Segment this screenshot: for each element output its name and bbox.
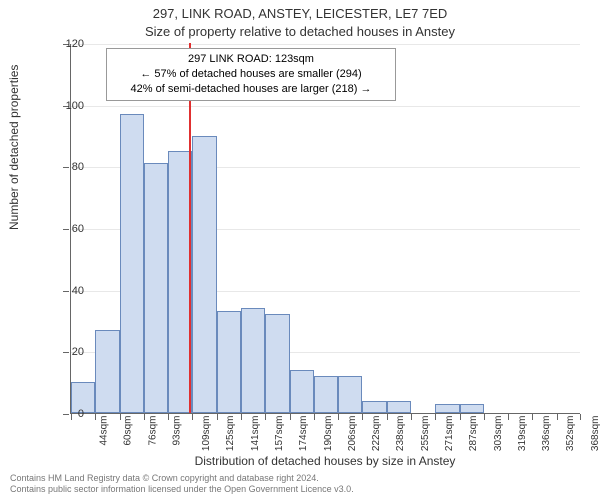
y-tick-label: 80 bbox=[72, 161, 84, 173]
x-tick-label: 368sqm bbox=[590, 416, 600, 452]
gridline bbox=[71, 106, 580, 107]
x-tick-label: 238sqm bbox=[396, 416, 407, 452]
x-tick bbox=[265, 414, 266, 420]
x-tick-label: 287sqm bbox=[468, 416, 479, 452]
y-tick bbox=[63, 414, 69, 415]
x-tick bbox=[460, 414, 461, 420]
x-tick bbox=[95, 414, 96, 420]
y-tick bbox=[63, 352, 69, 353]
x-tick bbox=[120, 414, 121, 420]
histogram-bar bbox=[338, 376, 362, 413]
y-tick bbox=[63, 229, 69, 230]
histogram-bar bbox=[120, 114, 144, 413]
x-tick-label: 93sqm bbox=[171, 416, 182, 446]
x-tick-label: 141sqm bbox=[250, 416, 261, 452]
footer-line-1: Contains HM Land Registry data © Crown c… bbox=[10, 473, 590, 485]
footer-line-2: Contains public sector information licen… bbox=[10, 484, 590, 496]
histogram-bar bbox=[460, 404, 484, 413]
y-axis-title: Number of detached properties bbox=[7, 65, 21, 230]
x-tick bbox=[71, 414, 72, 420]
x-tick-label: 157sqm bbox=[274, 416, 285, 452]
x-tick-label: 60sqm bbox=[123, 416, 134, 446]
x-tick-label: 271sqm bbox=[444, 416, 455, 452]
x-tick bbox=[217, 414, 218, 420]
x-tick bbox=[314, 414, 315, 420]
x-tick-label: 319sqm bbox=[517, 416, 528, 452]
x-tick-label: 190sqm bbox=[323, 416, 334, 452]
histogram-bar bbox=[314, 376, 338, 413]
chart-title-sub: Size of property relative to detached ho… bbox=[0, 24, 600, 39]
x-tick-label: 206sqm bbox=[347, 416, 358, 452]
x-tick bbox=[290, 414, 291, 420]
x-tick-label: 303sqm bbox=[493, 416, 504, 452]
y-tick-label: 120 bbox=[66, 38, 84, 50]
annotation-line-1: 297 LINK ROAD: 123sqm bbox=[113, 52, 389, 67]
x-tick-label: 109sqm bbox=[201, 416, 212, 452]
histogram-bar bbox=[265, 314, 289, 413]
histogram-bar bbox=[362, 401, 386, 413]
y-tick-label: 60 bbox=[72, 223, 84, 235]
histogram-bar bbox=[95, 330, 119, 413]
y-tick-label: 0 bbox=[78, 408, 84, 420]
histogram-bar bbox=[217, 311, 241, 413]
x-tick bbox=[362, 414, 363, 420]
x-tick-label: 336sqm bbox=[541, 416, 552, 452]
x-tick-label: 125sqm bbox=[226, 416, 237, 452]
x-axis-title: Distribution of detached houses by size … bbox=[70, 454, 580, 468]
x-tick-label: 255sqm bbox=[420, 416, 431, 452]
x-tick-label: 44sqm bbox=[99, 416, 110, 446]
x-tick bbox=[144, 414, 145, 420]
x-tick bbox=[580, 414, 581, 420]
histogram-bar bbox=[192, 136, 216, 414]
x-tick bbox=[387, 414, 388, 420]
x-tick bbox=[168, 414, 169, 420]
x-tick-label: 352sqm bbox=[566, 416, 577, 452]
x-tick-label: 174sqm bbox=[298, 416, 309, 452]
chart-container: 297, LINK ROAD, ANSTEY, LEICESTER, LE7 7… bbox=[0, 0, 600, 500]
histogram-bar bbox=[290, 370, 314, 413]
histogram-bar bbox=[435, 404, 459, 413]
histogram-bar bbox=[387, 401, 411, 413]
chart-title-main: 297, LINK ROAD, ANSTEY, LEICESTER, LE7 7… bbox=[0, 6, 600, 21]
x-tick-label: 76sqm bbox=[147, 416, 158, 446]
y-tick bbox=[63, 167, 69, 168]
histogram-bar bbox=[144, 163, 168, 413]
x-tick bbox=[508, 414, 509, 420]
x-tick bbox=[338, 414, 339, 420]
annotation-line-3: 42% of semi-detached houses are larger (… bbox=[113, 82, 389, 97]
y-tick-label: 40 bbox=[72, 285, 84, 297]
x-tick bbox=[484, 414, 485, 420]
x-tick bbox=[532, 414, 533, 420]
annotation-box: 297 LINK ROAD: 123sqm ← 57% of detached … bbox=[106, 48, 396, 101]
histogram-bar bbox=[241, 308, 265, 413]
annotation-line-2: ← 57% of detached houses are smaller (29… bbox=[113, 67, 389, 82]
x-tick bbox=[192, 414, 193, 420]
y-tick-label: 20 bbox=[72, 346, 84, 358]
x-tick bbox=[435, 414, 436, 420]
y-tick bbox=[63, 291, 69, 292]
gridline bbox=[71, 44, 580, 45]
x-tick bbox=[411, 414, 412, 420]
x-tick bbox=[557, 414, 558, 420]
x-tick bbox=[241, 414, 242, 420]
y-tick-label: 100 bbox=[66, 100, 84, 112]
x-tick-label: 222sqm bbox=[371, 416, 382, 452]
footer: Contains HM Land Registry data © Crown c… bbox=[10, 473, 590, 496]
